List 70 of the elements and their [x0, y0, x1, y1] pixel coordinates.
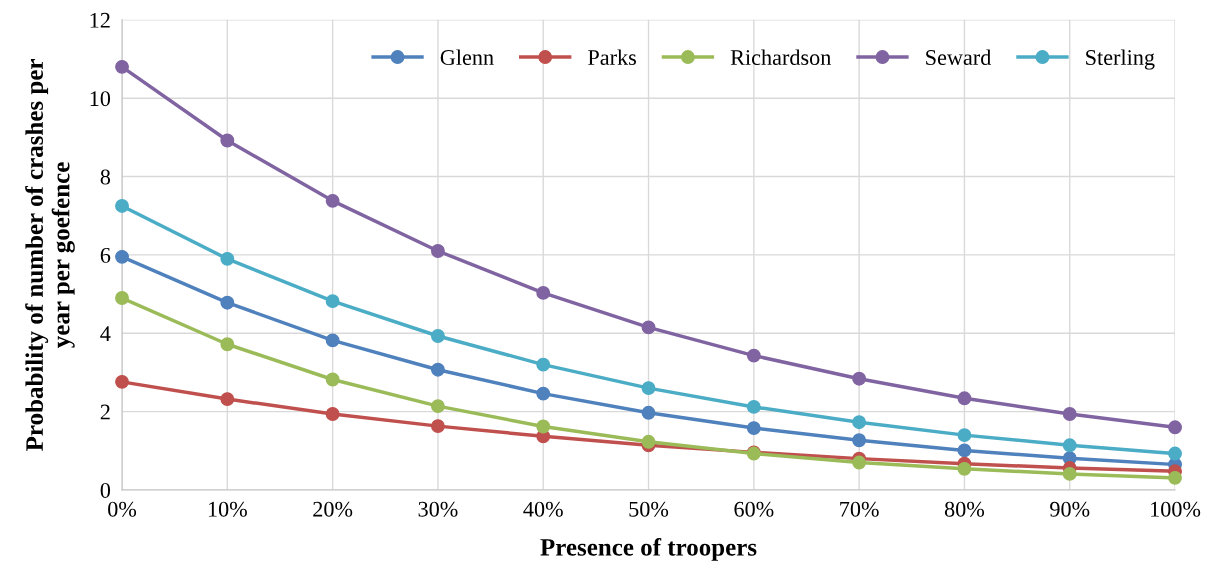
point [115, 199, 129, 213]
point [536, 419, 551, 434]
point [852, 415, 867, 430]
x-tick-label: 30% [418, 501, 458, 517]
point [220, 392, 235, 407]
point [325, 294, 340, 309]
x-tick-label: 50% [629, 501, 669, 517]
y-tick-label: 8 [100, 169, 111, 185]
point [430, 362, 445, 377]
point [957, 391, 972, 406]
x-tick-label: 60% [734, 501, 774, 517]
point [115, 291, 129, 305]
point [536, 357, 551, 372]
point [746, 421, 761, 436]
point [641, 434, 656, 449]
legend-label: Sterling [1086, 49, 1155, 70]
legend-label: Parks [588, 49, 636, 66]
point [430, 244, 445, 258]
point [115, 374, 129, 389]
x-axis-title: Presence of troopers [540, 537, 757, 561]
point [1062, 466, 1077, 481]
point [220, 251, 235, 266]
y-tick-label: 2 [100, 404, 110, 420]
point [957, 461, 972, 476]
x-tick-label: 80% [944, 501, 985, 517]
point [852, 371, 867, 386]
point [430, 399, 445, 414]
point [746, 399, 761, 414]
point [641, 381, 656, 396]
point [957, 428, 972, 443]
legend-label: Seward [926, 49, 992, 66]
point [641, 405, 656, 420]
x-tick-label: 100% [1151, 501, 1201, 517]
x-tick-label: 10% [208, 501, 247, 517]
point [220, 295, 235, 310]
point [1168, 470, 1182, 485]
point [957, 443, 972, 458]
x-tick-label: 90% [1050, 501, 1090, 517]
x-tick-label: 70% [840, 501, 879, 517]
point [1168, 420, 1182, 435]
point [852, 455, 867, 470]
point [325, 407, 340, 421]
y-tick-label: 12 [90, 12, 110, 28]
point [536, 386, 551, 401]
point [325, 333, 340, 348]
point [1168, 446, 1182, 461]
y-tick-label: 4 [100, 326, 111, 341]
x-tick-label: 40% [523, 501, 563, 517]
point [115, 249, 129, 264]
point [536, 285, 551, 300]
point [430, 329, 445, 343]
y-tick-label: 0 [100, 482, 111, 498]
point [641, 320, 656, 335]
point [430, 419, 445, 434]
y-axis-title: Probability of number of crashes per year per goefence [25, 59, 75, 451]
x-tick-label: 0% [108, 501, 137, 517]
legend-label: Richardson [730, 49, 832, 66]
point [852, 433, 867, 448]
point [325, 372, 340, 387]
point [220, 337, 235, 352]
point [115, 59, 129, 74]
point [746, 348, 761, 363]
point [1062, 438, 1077, 453]
y-tick-label: 6 [100, 247, 111, 263]
point [1062, 407, 1077, 421]
y-tick-label: 10 [90, 91, 111, 107]
legend-label: Glenn [440, 49, 494, 66]
point [325, 193, 340, 208]
x-tick-label: 20% [313, 501, 353, 517]
point [220, 133, 235, 148]
